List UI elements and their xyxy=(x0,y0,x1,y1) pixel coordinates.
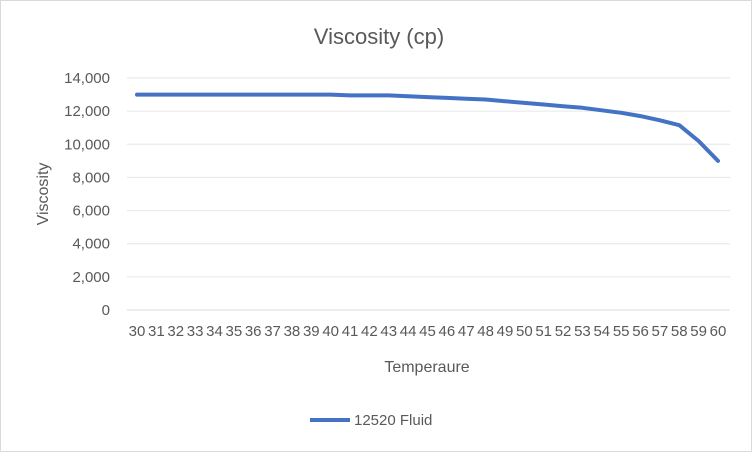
x-tick-label: 53 xyxy=(574,323,591,340)
y-tick-label: 6,000 xyxy=(72,203,110,220)
x-tick-label: 37 xyxy=(264,323,281,340)
x-tick-label: 58 xyxy=(671,323,688,340)
x-tick-label: 56 xyxy=(632,323,649,340)
x-tick-label: 47 xyxy=(458,323,475,340)
series-line xyxy=(135,92,720,163)
x-tick-label: 44 xyxy=(400,323,417,340)
gridlines xyxy=(127,77,730,311)
x-tick-label: 55 xyxy=(613,323,630,340)
x-tick-label: 52 xyxy=(555,323,572,340)
x-tick-label: 57 xyxy=(652,323,669,340)
x-tick-label: 31 xyxy=(148,323,165,340)
x-tick-label: 36 xyxy=(245,323,262,340)
x-tick-label: 59 xyxy=(690,323,707,340)
x-tick-label: 50 xyxy=(516,323,533,340)
chart-title: Viscosity (cp) xyxy=(314,24,444,49)
legend-entry: 12520 Fluid xyxy=(354,412,432,429)
x-axis-label: Temperaure xyxy=(384,359,469,376)
x-tick-label: 38 xyxy=(284,323,301,340)
y-tick-label: 14,000 xyxy=(64,70,110,87)
x-tick-label: 40 xyxy=(322,323,339,340)
x-tick-label: 46 xyxy=(439,323,456,340)
y-tick-label: 12,000 xyxy=(64,103,110,120)
y-axis-label: Viscosity xyxy=(35,163,52,226)
x-tick-label: 51 xyxy=(535,323,552,340)
x-tick-label: 39 xyxy=(303,323,320,340)
x-tick-label: 41 xyxy=(342,323,359,340)
x-tick-label: 49 xyxy=(497,323,514,340)
x-tick-label: 35 xyxy=(225,323,242,340)
x-tick-label: 54 xyxy=(593,323,610,340)
y-tick-labels: 0 2,000 4,000 6,000 8,000 10,000 12,000 14,000 xyxy=(64,70,110,319)
x-tick-label: 45 xyxy=(419,323,436,340)
x-tick-label: 30 xyxy=(129,323,146,340)
x-tick-label: 34 xyxy=(206,323,223,340)
x-tick-label: 43 xyxy=(380,323,397,340)
x-tick-label: 32 xyxy=(167,323,184,340)
y-tick-label: 2,000 xyxy=(72,269,110,286)
legend: 12520 Fluid xyxy=(310,412,432,429)
series-group xyxy=(135,92,720,163)
y-tick-label: 8,000 xyxy=(72,169,110,186)
y-tick-label: 10,000 xyxy=(64,136,110,153)
x-tick-label: 42 xyxy=(361,323,378,340)
x-tick-label: 33 xyxy=(187,323,204,340)
x-tick-label: 48 xyxy=(477,323,494,340)
x-tick-label: 60 xyxy=(710,323,727,340)
y-tick-label: 4,000 xyxy=(72,236,110,253)
x-tick-labels: 30 31 32 33 34 35 36 37 38 39 40 41 42 43 44 45 46 47 48 49… xyxy=(129,323,727,340)
y-tick-label: 0 xyxy=(102,302,110,319)
